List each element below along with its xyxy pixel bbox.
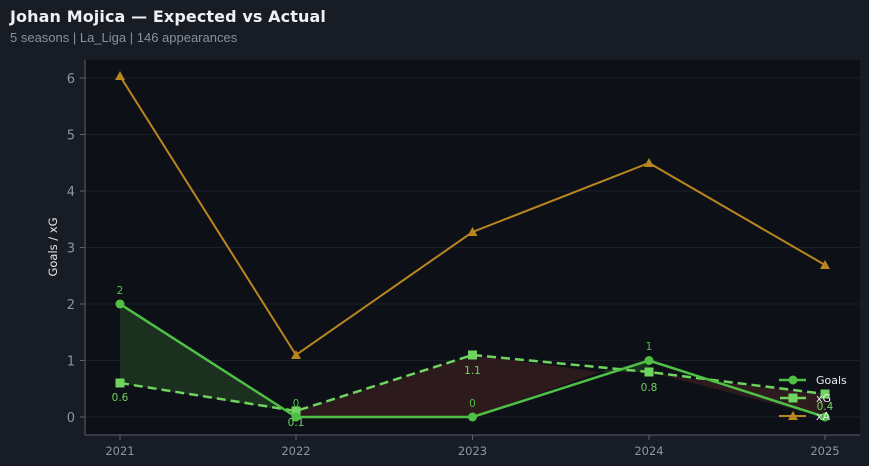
- x-tick-2023: 2023: [458, 444, 487, 458]
- y-tick-1: 1: [67, 355, 75, 370]
- legend-entry-xg: xG: [780, 392, 831, 405]
- goals-label-2022: 0: [293, 398, 300, 410]
- legend-label-xa: xA: [816, 410, 831, 423]
- xg-markers: [115, 350, 830, 416]
- xg-line: [119, 353, 826, 413]
- gridlines: [85, 77, 860, 418]
- y-tick-0: 0: [67, 411, 75, 426]
- x-tick-2024: 2024: [634, 444, 663, 458]
- xa-markers: [115, 71, 830, 359]
- goals-markers: [115, 299, 830, 422]
- goals-data-labels: 2 0 0 1: [117, 285, 653, 410]
- y-axis-label: Goals / xG: [46, 217, 60, 276]
- goals-label-2023: 0: [469, 398, 476, 410]
- xg-label-2024: 0.8: [641, 382, 658, 394]
- y-tick-4: 4: [67, 185, 75, 200]
- goals-label-2024: 1: [646, 341, 653, 353]
- xg-label-2025: 0.4: [817, 401, 834, 413]
- chart-title: Johan Mojica — Expected vs Actual: [10, 7, 326, 26]
- x-ticks: 2021 2022 2023 2024 2025: [105, 435, 840, 458]
- legend-entry-xa: xA: [779, 410, 831, 423]
- xg-data-labels: 0.6 0.1 1.1 0.8 0.4: [112, 365, 834, 429]
- goals-label-2021: 2: [117, 285, 124, 297]
- legend-label-goals: Goals: [816, 374, 847, 387]
- chart-subtitle: 5 seasons | La_Liga | 146 appearances: [10, 30, 238, 45]
- y-tick-3: 3: [67, 242, 75, 257]
- legend: Goals xG xA: [779, 374, 847, 423]
- y-tick-2: 2: [67, 298, 75, 313]
- y-tick-5: 5: [67, 129, 75, 144]
- xg-label-2023: 1.1: [464, 365, 481, 377]
- y-tick-6: 6: [67, 72, 75, 87]
- x-tick-2021: 2021: [105, 444, 134, 458]
- x-tick-2025: 2025: [810, 444, 839, 458]
- legend-label-xg: xG: [816, 392, 831, 405]
- underperformance-fill: [282, 355, 600, 417]
- underperformance-fill-3: [649, 372, 825, 417]
- legend-entry-goals: Goals: [779, 374, 847, 387]
- xg-label-2021: 0.6: [112, 392, 129, 404]
- xg-label-2022: 0.1: [288, 417, 305, 429]
- x-tick-2022: 2022: [281, 444, 310, 458]
- y-ticks: 0 1 2 3 4 5 6: [67, 72, 85, 426]
